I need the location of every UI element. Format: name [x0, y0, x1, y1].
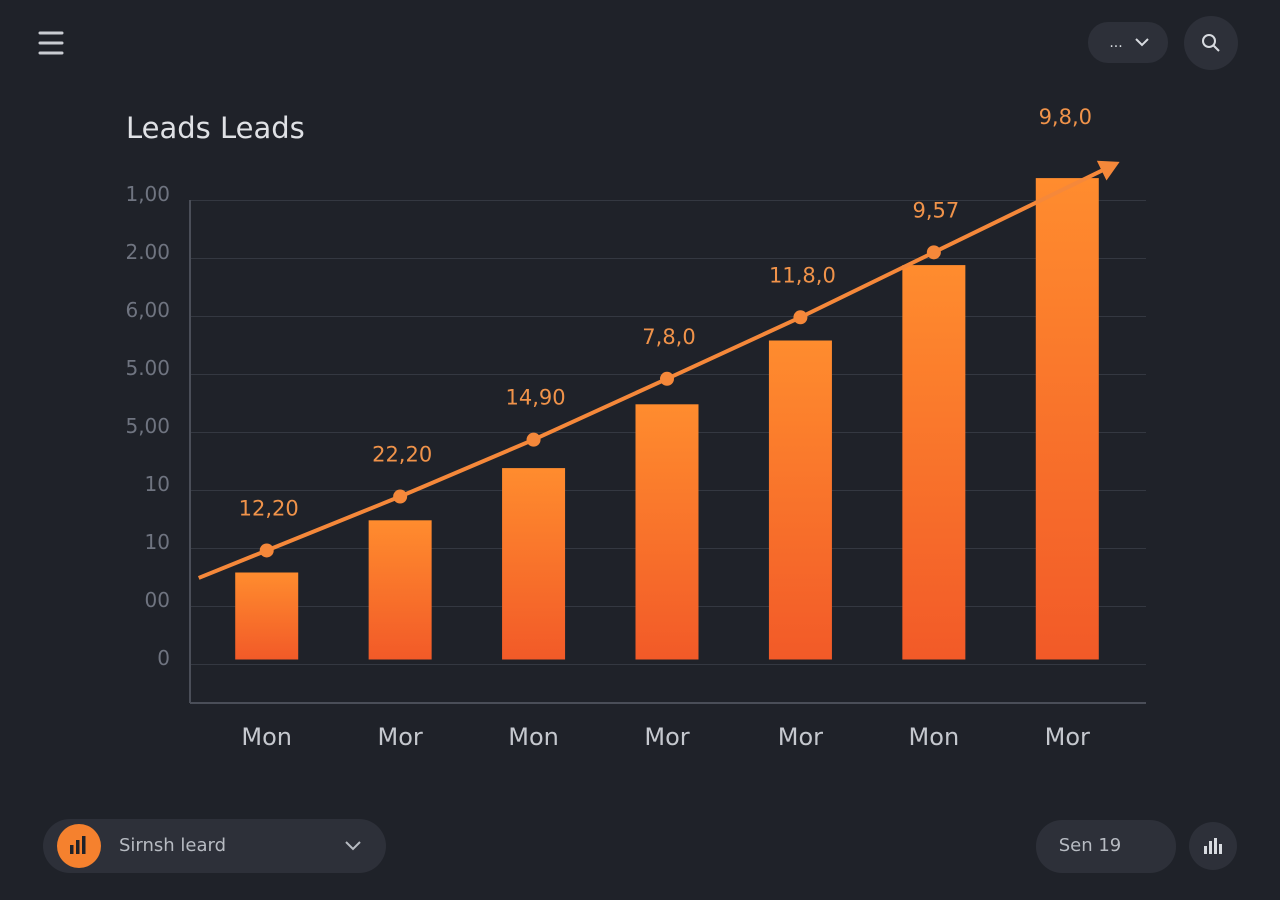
x-tick-label: Mon [909, 723, 960, 751]
bar [1035, 178, 1099, 660]
annotation: 12,20 [239, 496, 299, 520]
line-point [259, 543, 274, 558]
trend-arrowhead [1096, 160, 1120, 181]
x-tick-label: Mor [1045, 723, 1090, 751]
line-point [393, 489, 408, 504]
selector-label: Sirnsh leard [119, 835, 226, 856]
x-tick-label: Mon [508, 723, 559, 751]
trend-lead [197, 548, 268, 580]
bar [635, 404, 699, 660]
chart-title: Leads Leads [126, 111, 305, 145]
annotation: 9,8,0 [1039, 105, 1092, 129]
annotation: 14,90 [506, 386, 566, 410]
y-tick-label: 2.00 [125, 240, 170, 264]
line-point [793, 310, 808, 325]
y-tick-label: 10 [145, 472, 170, 496]
dropdown-label: ... [1109, 35, 1122, 51]
annotation: 11,8,0 [769, 263, 836, 287]
x-tick-label: Mor [778, 723, 823, 751]
y-tick-label: 5,00 [125, 414, 170, 438]
y-tick-label: 0 [157, 646, 170, 670]
annotation: 22,20 [372, 443, 432, 467]
trend-tail [932, 165, 1110, 255]
y-tick-label: 5.00 [125, 356, 170, 380]
line-point [526, 432, 541, 447]
menu-button[interactable] [38, 31, 64, 55]
x-tick-label: Mor [644, 723, 689, 751]
line [265, 250, 935, 553]
date-pill[interactable]: Sen 19 [1036, 820, 1176, 873]
line-point [660, 371, 674, 386]
y-tick-label: 1,00 [125, 182, 170, 206]
bar [368, 520, 432, 660]
top-dropdown[interactable]: ... [1088, 22, 1168, 63]
line-point [926, 245, 941, 260]
y-tick-label: 00 [145, 588, 170, 612]
bar [235, 572, 299, 660]
y-tick-label: 10 [145, 530, 170, 554]
date-label: Sen 19 [1059, 835, 1122, 856]
bar [502, 468, 566, 660]
y-tick-label: 6,00 [125, 298, 170, 322]
bottom-selector[interactable]: Sirnsh leard [43, 819, 386, 873]
x-tick-label: Mon [241, 723, 292, 751]
bar [902, 265, 966, 660]
bar [768, 340, 832, 660]
chart-button[interactable] [1189, 822, 1237, 870]
annotation: 7,8,0 [642, 325, 695, 349]
x-tick-label: Mor [378, 723, 423, 751]
search-button[interactable] [1184, 16, 1238, 70]
annotation: 9,57 [912, 198, 959, 222]
